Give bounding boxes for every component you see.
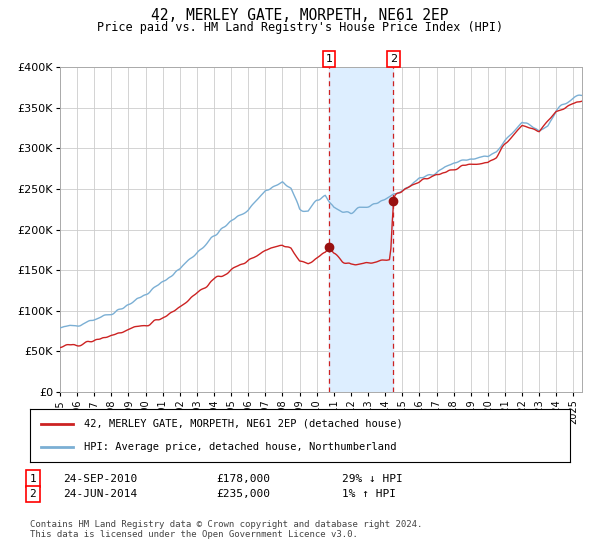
Text: Price paid vs. HM Land Registry's House Price Index (HPI): Price paid vs. HM Land Registry's House … <box>97 21 503 34</box>
Text: 1% ↑ HPI: 1% ↑ HPI <box>342 489 396 499</box>
Text: 2: 2 <box>29 489 37 499</box>
Text: 24-JUN-2014: 24-JUN-2014 <box>63 489 137 499</box>
Text: 29% ↓ HPI: 29% ↓ HPI <box>342 474 403 484</box>
Text: £235,000: £235,000 <box>216 489 270 499</box>
Text: 24-SEP-2010: 24-SEP-2010 <box>63 474 137 484</box>
Text: 1: 1 <box>326 54 333 64</box>
Text: Contains HM Land Registry data © Crown copyright and database right 2024.
This d: Contains HM Land Registry data © Crown c… <box>30 520 422 539</box>
Text: 1: 1 <box>29 474 37 484</box>
Text: 42, MERLEY GATE, MORPETH, NE61 2EP: 42, MERLEY GATE, MORPETH, NE61 2EP <box>151 8 449 24</box>
Bar <box>329 67 394 392</box>
Text: 2: 2 <box>390 54 397 64</box>
Text: 42, MERLEY GATE, MORPETH, NE61 2EP (detached house): 42, MERLEY GATE, MORPETH, NE61 2EP (deta… <box>84 419 403 429</box>
Text: £178,000: £178,000 <box>216 474 270 484</box>
Text: HPI: Average price, detached house, Northumberland: HPI: Average price, detached house, Nort… <box>84 442 397 452</box>
